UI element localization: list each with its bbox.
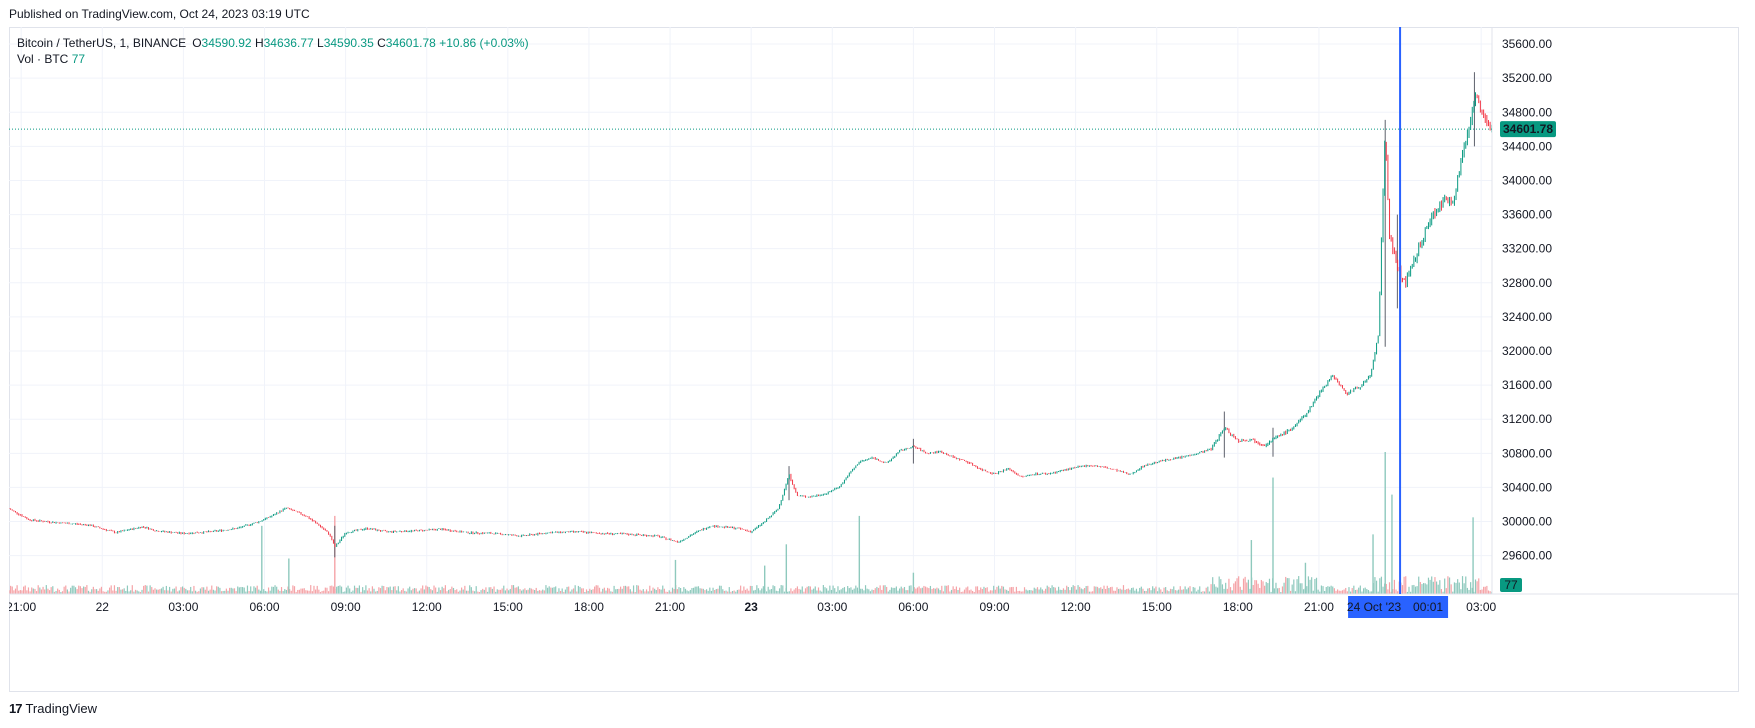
y-tick-label: 29600.00 (1502, 549, 1552, 563)
last-price-badge (1500, 121, 1556, 138)
x-tick-label: 06:00 (898, 600, 928, 614)
y-tick-label: 30000.00 (1502, 515, 1552, 529)
volume-bars (9, 452, 1493, 594)
tradingview-brand: TradingView (25, 701, 98, 716)
volume-badge-label: 77 (1504, 578, 1518, 592)
crosshair-date: 24 Oct '23 (1347, 600, 1402, 614)
x-tick-label: 09:00 (331, 600, 361, 614)
candle-wicks (334, 72, 1475, 558)
y-tick-label: 34000.00 (1502, 173, 1552, 187)
y-tick-label: 34800.00 (1502, 105, 1552, 119)
x-tick-label: 12:00 (1061, 600, 1091, 614)
y-tick-label: 32400.00 (1502, 310, 1552, 324)
legend-close: 34601.78 (385, 36, 436, 50)
y-tick-label: 31200.00 (1502, 412, 1552, 426)
legend-low: 34590.35 (323, 36, 374, 50)
legend-change: +10.86 (+0.03%) (439, 36, 529, 50)
y-tick-label: 31600.00 (1502, 378, 1552, 392)
x-tick-label: 21:00 (9, 600, 37, 614)
tradingview-logo-icon: 17 (9, 701, 23, 716)
y-tick-label: 33600.00 (1502, 208, 1552, 222)
legend-open: 34590.92 (201, 36, 252, 50)
last-price-label: 34601.78 (1503, 122, 1553, 136)
legend: Bitcoin / TetherUS, 1, BINANCE O34590.92 … (17, 35, 529, 67)
y-tick-label: 30800.00 (1502, 446, 1552, 460)
legend-volume-row: Vol · BTC 77 (17, 51, 529, 67)
x-tick-label: 21:00 (655, 600, 685, 614)
x-tick-label: 03:00 (817, 600, 847, 614)
x-tick-label: 06:00 (249, 600, 279, 614)
published-note: Published on TradingView.com, Oct 24, 20… (9, 7, 310, 21)
y-tick-label: 32800.00 (1502, 276, 1552, 290)
x-tick-label: 12:00 (412, 600, 442, 614)
x-tick-label: 15:00 (1142, 600, 1172, 614)
volume-badge (1500, 578, 1522, 592)
grid-lines (9, 27, 1492, 594)
x-tick-label: 15:00 (493, 600, 523, 614)
y-tick-label: 33200.00 (1502, 242, 1552, 256)
x-tick-label: 03:00 (168, 600, 198, 614)
crosshair-time-badge (1348, 596, 1449, 618)
y-tick-label: 32000.00 (1502, 344, 1552, 358)
y-tick-label: 35600.00 (1502, 37, 1552, 51)
volume-value: 77 (71, 52, 86, 66)
crosshair-time: 00:01 (1413, 600, 1443, 614)
x-tick-label: 18:00 (574, 600, 604, 614)
x-tick-label: 18:00 (1223, 600, 1253, 614)
x-tick-label: 09:00 (979, 600, 1009, 614)
x-tick-label: 23 (744, 600, 758, 614)
y-tick-label: 35200.00 (1502, 71, 1552, 85)
chart-frame (9, 27, 1739, 692)
x-tick-label: 22 (96, 600, 110, 614)
overlays: 34601.78 77 24 Oct '23 00:01 (9, 27, 1556, 618)
legend-symbol[interactable]: Bitcoin / TetherUS, 1, BINANCE (17, 36, 187, 50)
axes: 29600.00 30000.00 30400.00 30800.00 31200.00… (9, 27, 1739, 614)
y-tick-label: 34400.00 (1502, 139, 1552, 153)
legend-ohlc-row: Bitcoin / TetherUS, 1, BINANCE O34590.92 … (17, 36, 529, 50)
tradingview-footer[interactable]: 17 TradingView (9, 701, 97, 716)
x-tick-label: 03:00 (1466, 600, 1496, 614)
legend-high: 34636.77 (263, 36, 314, 50)
x-tick-label: 21:00 (1304, 600, 1334, 614)
volume-label[interactable]: Vol · BTC (17, 52, 69, 66)
price-chart[interactable]: 29600.00 30000.00 30400.00 30800.00 31200.00… (9, 27, 1739, 692)
price-series (9, 92, 1493, 548)
y-tick-label: 30400.00 (1502, 480, 1552, 494)
